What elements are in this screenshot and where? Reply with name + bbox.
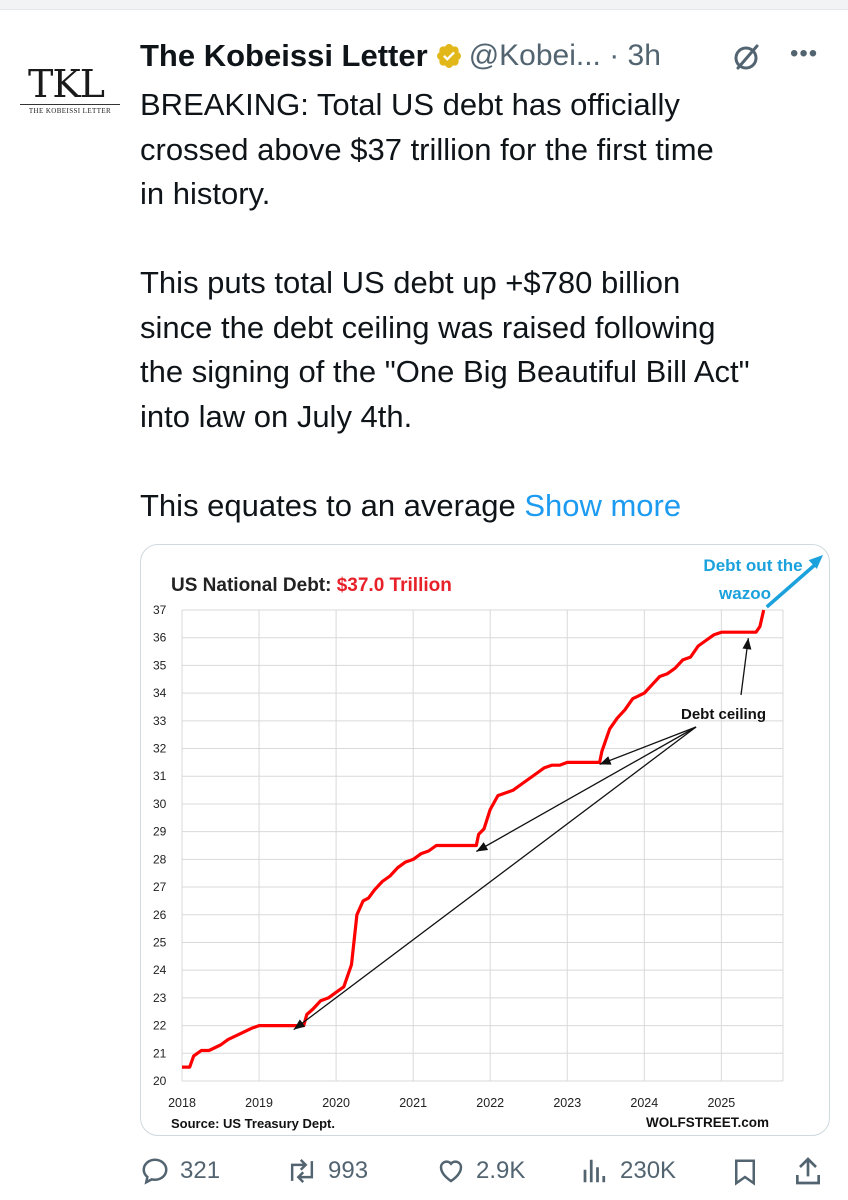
chart-watermark: WOLFSTREET.com xyxy=(646,1115,769,1130)
chart-image[interactable]: 20 21 22 23 24 25 26 27 28 29 30 31 32 33 34 35 36 37 201… xyxy=(140,544,830,1136)
y-tick-label: 31 xyxy=(153,769,167,783)
repost-icon xyxy=(290,1159,314,1183)
repost-button[interactable]: 993 xyxy=(286,1156,368,1186)
author-name[interactable]: The Kobeissi Letter xyxy=(140,38,428,73)
x-tick-label: 2018 xyxy=(168,1096,196,1110)
tweet-paragraph-1: BREAKING: Total US debt has officially c… xyxy=(140,87,714,211)
y-tick-label: 25 xyxy=(153,935,167,949)
views-icon xyxy=(583,1159,606,1183)
tweet-header: The Kobeissi Letter @Kobei... · 3h xyxy=(140,36,661,76)
ceiling-arrow xyxy=(293,726,697,1031)
tweet-paragraph-2: This puts total US debt up +$780 billion… xyxy=(140,265,750,434)
annotation-wazoo-line1: Debt out the xyxy=(703,556,802,575)
x-tick-label: 2019 xyxy=(245,1096,273,1110)
y-tick-label: 37 xyxy=(153,603,167,617)
tweet-actions: 321 993 2.9K 230K xyxy=(140,1152,830,1196)
y-tick-label: 32 xyxy=(153,742,167,756)
heart-icon xyxy=(439,1160,463,1183)
author-handle-time[interactable]: @Kobei... · 3h xyxy=(468,39,661,72)
ceiling-arrow xyxy=(476,726,697,853)
like-count: 2.9K xyxy=(476,1157,526,1184)
ceiling-arrowhead xyxy=(742,638,752,650)
x-tick-labels: 2018 2019 2020 2021 2022 2023 2024 2025 xyxy=(168,1096,735,1110)
y-tick-labels: 20 21 22 23 24 25 26 27 28 29 30 31 32 33 34 35 36 37 xyxy=(153,603,167,1088)
repost-count: 993 xyxy=(328,1157,369,1184)
top-divider xyxy=(0,0,848,10)
reply-icon xyxy=(142,1158,168,1185)
more-options-icon[interactable]: ••• xyxy=(790,40,819,67)
chart-grid xyxy=(181,609,784,1082)
views-count: 230K xyxy=(620,1157,677,1184)
x-tick-label: 2022 xyxy=(476,1096,504,1110)
x-tick-label: 2021 xyxy=(399,1096,427,1110)
x-tick-label: 2025 xyxy=(707,1096,735,1110)
x-tick-label: 2023 xyxy=(553,1096,581,1110)
reply-button[interactable]: 321 xyxy=(140,1156,220,1186)
tweet-text: BREAKING: Total US debt has officially c… xyxy=(140,83,830,528)
series-line-debt xyxy=(182,609,766,1069)
y-tick-label: 29 xyxy=(153,825,167,839)
y-tick-label: 20 xyxy=(153,1074,167,1088)
y-tick-label: 35 xyxy=(153,658,167,672)
chart-title-prefix: US National Debt: xyxy=(171,575,337,596)
grok-icon[interactable] xyxy=(732,42,762,72)
share-icon[interactable] xyxy=(792,1155,824,1187)
chart-title: US National Debt: $37.0 Trillion xyxy=(171,575,452,596)
y-tick-label: 28 xyxy=(153,852,167,866)
x-tick-label: 2020 xyxy=(322,1096,350,1110)
chart-source: Source: US Treasury Dept. xyxy=(171,1116,335,1131)
reply-count: 321 xyxy=(180,1157,221,1184)
debt-ceiling-arrows xyxy=(293,638,752,1031)
x-tick-label: 2024 xyxy=(630,1096,658,1110)
wazoo-arrow xyxy=(765,561,819,609)
ceiling-arrowhead xyxy=(476,842,489,852)
views-button[interactable]: 230K xyxy=(580,1156,676,1186)
y-tick-label: 23 xyxy=(153,991,167,1005)
y-tick-label: 34 xyxy=(153,686,167,700)
avatar-logo: TKL xyxy=(28,62,105,106)
tweet-paragraph-3: This equates to an average Show more xyxy=(140,484,830,529)
chart-title-value: $37.0 Trillion xyxy=(337,575,452,596)
bookmark-icon[interactable] xyxy=(730,1156,760,1188)
wazoo-arrowhead xyxy=(808,555,823,569)
ceiling-arrow xyxy=(599,726,697,765)
y-tick-label: 26 xyxy=(153,908,167,922)
annotation-debt-ceiling: Debt ceiling xyxy=(681,706,766,723)
y-tick-label: 36 xyxy=(153,631,167,645)
like-button[interactable]: 2.9K xyxy=(436,1156,525,1186)
y-tick-label: 24 xyxy=(153,963,167,977)
y-tick-label: 21 xyxy=(153,1046,167,1060)
avatar[interactable]: TKL THE KOBEISSI LETTER xyxy=(18,62,120,122)
tweet-paragraph-3-text: This equates to an average xyxy=(140,487,525,523)
verified-badge-icon xyxy=(436,44,461,68)
y-tick-label: 22 xyxy=(153,1019,167,1033)
avatar-logo-subtitle: THE KOBEISSI LETTER xyxy=(20,104,120,115)
show-more-link[interactable]: Show more xyxy=(524,487,682,523)
annotation-wazoo-line2: wazoo xyxy=(718,584,771,603)
y-tick-label: 27 xyxy=(153,880,167,894)
ceiling-arrowhead xyxy=(293,1019,306,1030)
ceiling-arrowhead xyxy=(599,756,612,765)
y-tick-label: 33 xyxy=(153,714,167,728)
y-tick-label: 30 xyxy=(153,797,167,811)
